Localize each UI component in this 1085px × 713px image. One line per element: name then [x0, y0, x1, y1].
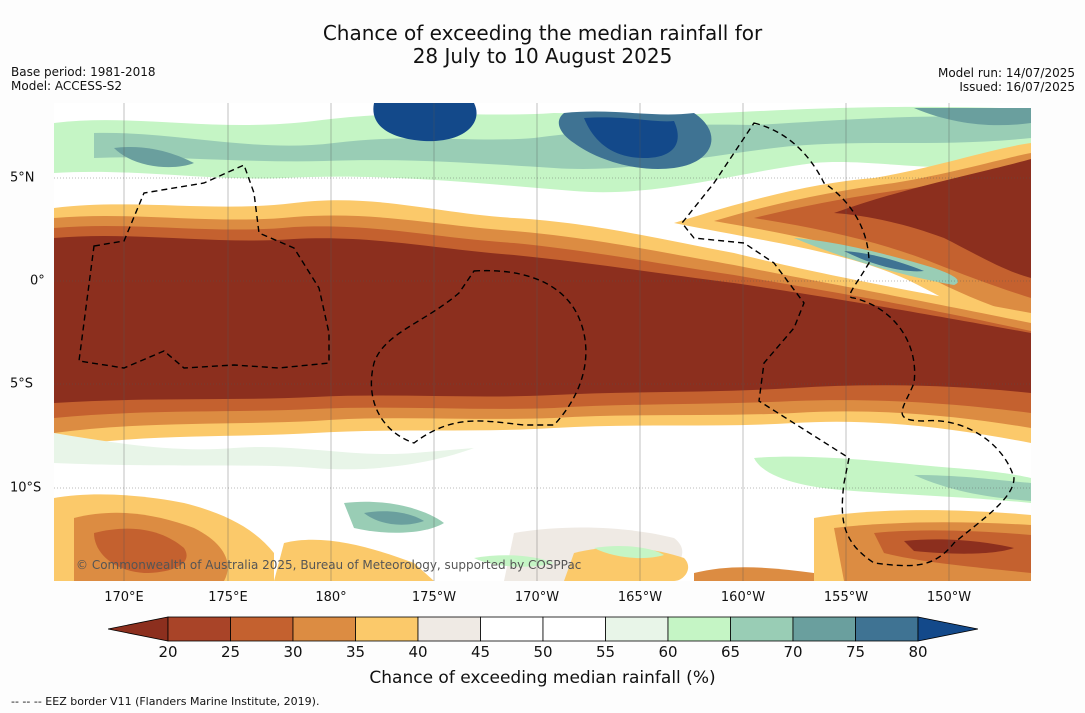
lon-label-175w: 175°W	[411, 590, 457, 605]
colorbar-segment	[855, 616, 919, 642]
model-name: Model: ACCESS-S2	[11, 79, 123, 93]
colorbar-segment	[667, 616, 731, 642]
rainfall-map	[54, 103, 1031, 581]
base-period: Base period: 1981-2018	[11, 65, 156, 79]
eez-legend-note: -- -- -- EEZ border V11 (Flanders Marine…	[11, 695, 320, 708]
lat-label-0: 0°	[30, 273, 45, 289]
lon-label-170w: 170°W	[514, 590, 560, 605]
colorbar-title: Chance of exceeding median rainfall (%)	[369, 668, 716, 688]
colorbar-tick-label: 70	[783, 643, 803, 661]
meta-left: Base period: 1981-2018 Model: ACCESS-S2	[11, 65, 156, 93]
colorbar-segment	[355, 616, 419, 642]
colorbar-segment	[542, 616, 606, 642]
lat-label-10s: 10°S	[10, 480, 42, 496]
lon-label-170e: 170°E	[104, 590, 144, 605]
colorbar-tick-label: 45	[470, 643, 491, 661]
colorbar-segment	[230, 616, 294, 642]
colorbar-segment	[730, 616, 794, 642]
meta-right: Model run: 14/07/2025 Issued: 16/07/2025	[938, 66, 1075, 94]
lon-label-175e: 175°E	[208, 590, 248, 605]
copyright-text: © Commonwealth of Australia 2025, Bureau…	[76, 558, 582, 572]
lon-label-160w: 160°W	[720, 590, 766, 605]
colorbar-tick-label: 60	[658, 643, 678, 661]
colorbar-tick-label: 50	[533, 643, 553, 661]
colorbar-segment	[417, 616, 481, 642]
colorbar-tick-label: 80	[908, 643, 928, 661]
colorbar-extend-low	[107, 616, 169, 642]
colorbar-extend-high	[917, 616, 979, 642]
colorbar-tick-label: 30	[283, 643, 303, 661]
lat-label-5s: 5°S	[10, 376, 34, 392]
colorbar-tick-label: 75	[845, 643, 866, 661]
colorbar-tick-label: 35	[345, 643, 366, 661]
lon-label-165w: 165°W	[617, 590, 663, 605]
colorbar-segment	[792, 616, 856, 642]
colorbar-tick-label: 55	[595, 643, 616, 661]
colorbar-segment	[292, 616, 356, 642]
colorbar-segment	[167, 616, 231, 642]
colorbar-tick-label: 65	[720, 643, 741, 661]
lat-label-5n: 5°N	[10, 170, 35, 186]
colorbar-segment	[480, 616, 544, 642]
model-run: Model run: 14/07/2025	[937, 66, 1075, 80]
colorbar	[107, 616, 979, 646]
map-title-line2: 28 July to 10 August 2025	[412, 44, 673, 68]
colorbar-tick-label: 40	[408, 643, 428, 661]
colorbar-segment	[605, 616, 669, 642]
lon-label-180: 180°	[315, 590, 347, 605]
map-title-line1: Chance of exceeding the median rainfall …	[322, 21, 763, 45]
lon-label-155w: 155°W	[823, 590, 869, 605]
colorbar-tick-label: 20	[158, 643, 178, 661]
colorbar-tick-label: 25	[220, 643, 241, 661]
lon-label-150w: 150°W	[926, 590, 972, 605]
issued-date: Issued: 16/07/2025	[959, 80, 1075, 94]
